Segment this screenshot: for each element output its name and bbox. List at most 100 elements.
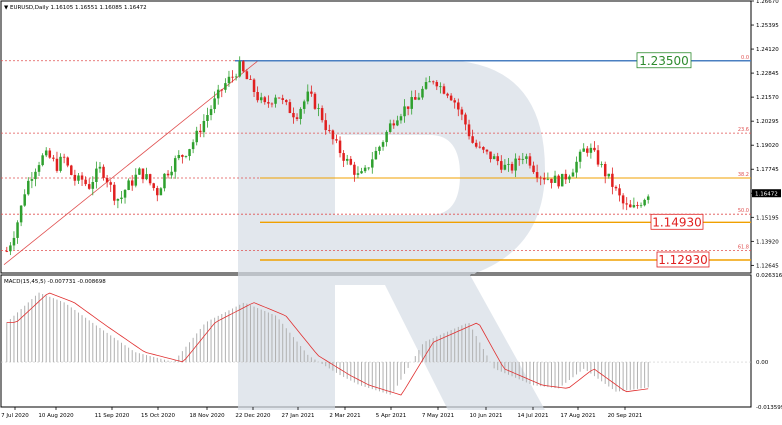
x-tick-label-0: 7 Jul 2020 <box>1 413 29 419</box>
candle-body-85 <box>310 91 313 94</box>
candle-body-60 <box>220 89 224 91</box>
candle-body-133 <box>482 147 485 150</box>
candle-body-58 <box>213 98 216 110</box>
candle-body-17 <box>66 157 69 166</box>
candle-body-82 <box>299 108 302 119</box>
candle-body-16 <box>62 156 66 158</box>
candle-body-41 <box>152 183 155 189</box>
candle-body-99 <box>360 171 363 174</box>
candle-body-7 <box>30 179 34 181</box>
price-tick-label-11: 1.12645 <box>756 263 779 269</box>
annotation-box-0 <box>636 52 692 69</box>
candle-body-32 <box>120 197 123 200</box>
candle-body-94 <box>342 153 345 161</box>
candle-body-61 <box>224 83 227 90</box>
candle-body-6 <box>27 180 30 195</box>
candle-body-144 <box>521 158 525 160</box>
candle-body-79 <box>288 102 292 113</box>
candle-body-66 <box>242 61 245 72</box>
candle-body-29 <box>109 182 112 185</box>
candle-body-54 <box>199 130 202 133</box>
chart-symbol-line: ▼ EURUSD,Daily 1.16105 1.16551 1.16085 1… <box>4 5 147 11</box>
annotation-label-2: 1.12930 <box>658 253 708 267</box>
candle-body-172 <box>621 195 625 204</box>
candle-body-31 <box>116 199 120 201</box>
candle-body-48 <box>177 154 181 159</box>
annotation-label-0: 1.23500 <box>639 54 689 68</box>
candle-body-150 <box>543 178 546 180</box>
candle-body-131 <box>474 142 478 147</box>
candle-body-122 <box>442 86 446 94</box>
candle-body-25 <box>95 168 98 182</box>
candle-body-2 <box>12 237 16 246</box>
candle-body-165 <box>596 150 600 165</box>
candle-body-111 <box>403 106 406 117</box>
candle-body-108 <box>392 123 396 126</box>
candle-body-98 <box>356 173 360 175</box>
candle-body-158 <box>571 172 575 177</box>
candle-body-33 <box>123 189 127 198</box>
candle-body-23 <box>87 184 91 189</box>
candle-body-81 <box>295 117 299 119</box>
candle-body-15 <box>59 156 62 171</box>
candle-body-127 <box>460 109 464 115</box>
candle-body-167 <box>603 163 607 177</box>
candle-body-24 <box>91 181 95 189</box>
candle-body-77 <box>281 98 284 100</box>
candle-body-45 <box>166 173 170 176</box>
candle-body-93 <box>338 140 342 154</box>
candle-body-73 <box>267 102 270 104</box>
candle-body-107 <box>388 123 392 132</box>
candle-body-71 <box>259 97 263 101</box>
candle-body-137 <box>496 156 499 162</box>
candle-body-72 <box>263 97 267 103</box>
candle-body-154 <box>557 175 560 187</box>
candle-body-174 <box>629 204 632 208</box>
candle-body-5 <box>23 194 26 206</box>
candle-body-142 <box>514 158 517 171</box>
candle-body-100 <box>363 167 367 172</box>
candle-body-166 <box>600 163 603 165</box>
candle-body-8 <box>34 171 37 180</box>
candle-body-56 <box>206 115 209 122</box>
x-tick-label-3: 15 Oct 2020 <box>141 413 176 419</box>
current-price-label: 1.16472 <box>755 191 778 197</box>
candle-body-14 <box>55 158 59 171</box>
candle-body-178 <box>643 199 646 206</box>
candle-body-34 <box>127 180 130 190</box>
x-tick-label-9: 7 May 2021 <box>422 413 454 419</box>
candle-body-112 <box>406 106 410 109</box>
candle-body-126 <box>457 102 460 110</box>
candle-body-120 <box>435 82 439 87</box>
candle-body-0 <box>5 251 9 252</box>
candle-body-21 <box>80 175 84 180</box>
candle-body-105 <box>381 142 385 147</box>
price-tick-label-6: 1.19020 <box>756 143 779 149</box>
candle-body-84 <box>306 91 310 102</box>
candle-body-177 <box>639 205 643 207</box>
candle-body-170 <box>614 186 618 189</box>
candle-body-114 <box>414 97 417 100</box>
candle-body-130 <box>471 136 474 143</box>
candle-body-75 <box>274 97 277 104</box>
x-tick-label-6: 27 Jan 2021 <box>282 413 315 419</box>
candle-body-101 <box>367 167 370 169</box>
candle-body-164 <box>593 147 596 151</box>
candle-body-80 <box>292 112 295 118</box>
candle-body-20 <box>77 175 80 181</box>
candle-body-88 <box>320 108 324 121</box>
price-tick-label-1: 1.25395 <box>756 23 779 29</box>
candle-body-179 <box>646 196 650 200</box>
candle-body-22 <box>84 179 87 185</box>
candle-body-13 <box>52 157 55 159</box>
x-tick-label-12: 17 Aug 2021 <box>560 413 595 419</box>
candle-body-68 <box>249 79 252 80</box>
candle-body-28 <box>105 177 109 183</box>
fib-label-4: 61.8 <box>738 244 749 250</box>
x-tick-label-8: 5 Apr 2021 <box>376 413 407 419</box>
candle-body-1 <box>9 245 12 252</box>
price-tick-label-2: 1.24120 <box>756 47 779 53</box>
macd-tick-label-1: 0.00 <box>756 360 769 366</box>
